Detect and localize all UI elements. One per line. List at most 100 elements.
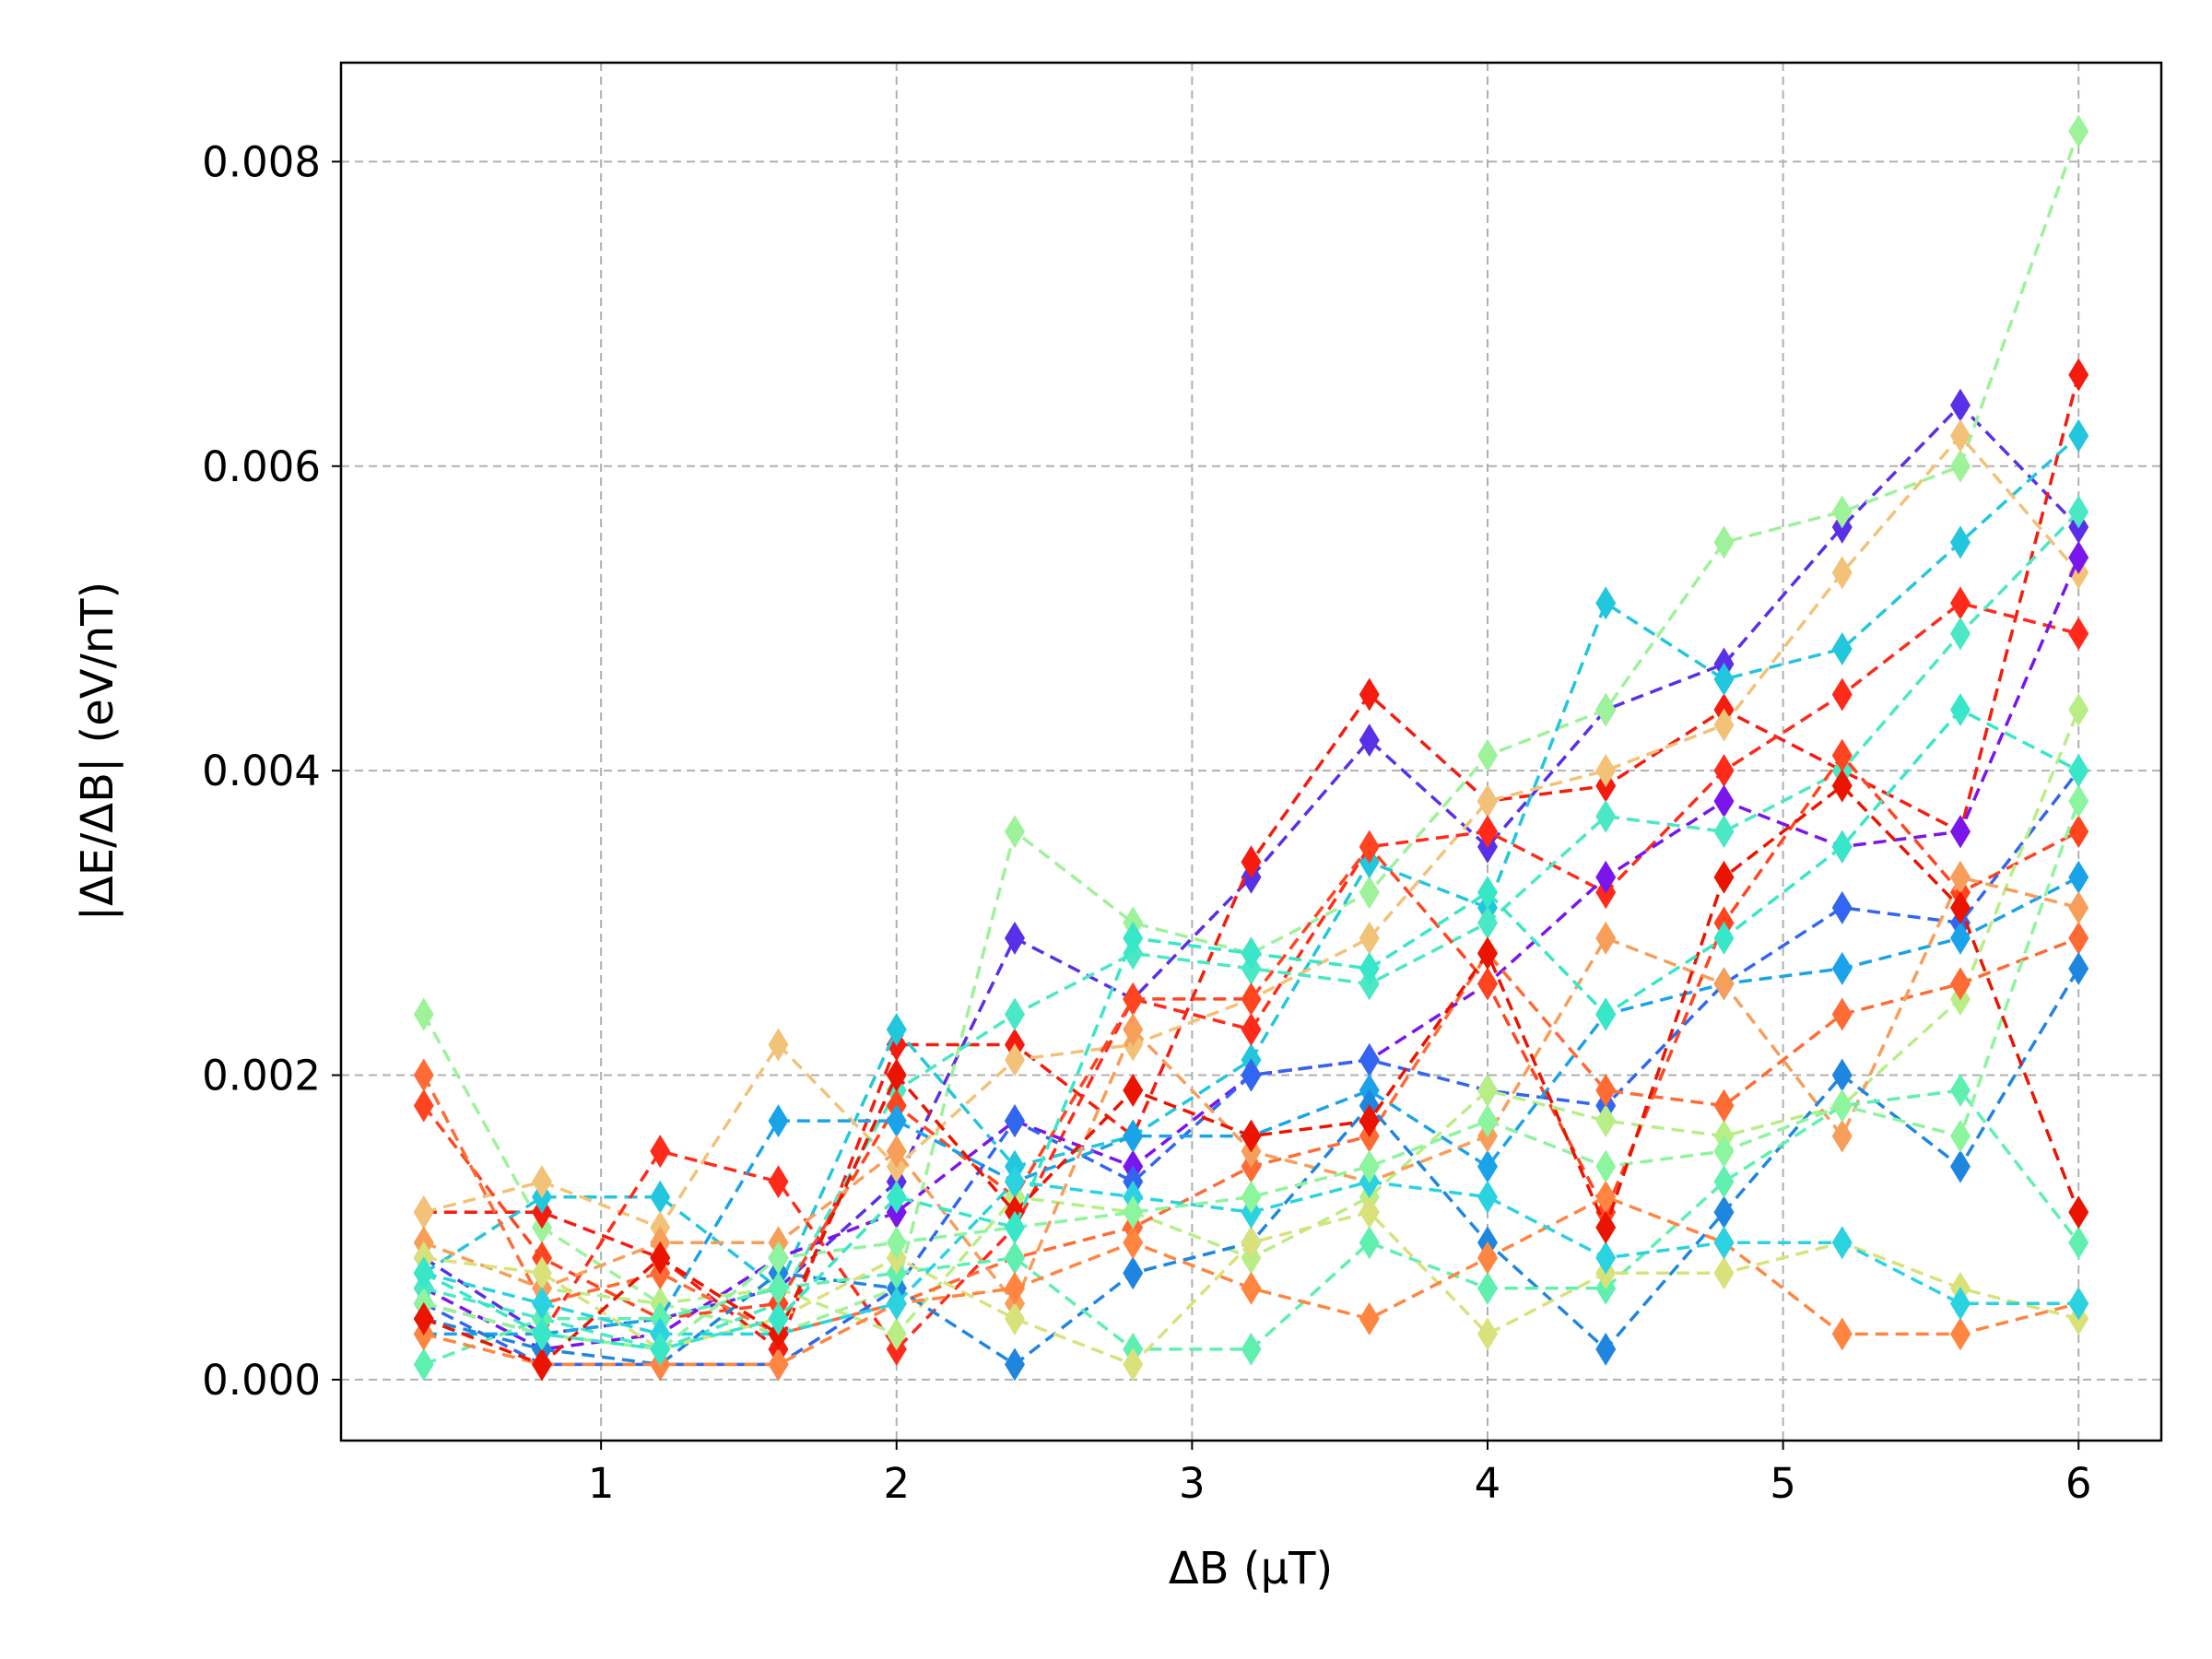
data-point <box>768 1271 789 1305</box>
data-point <box>1359 1043 1380 1077</box>
data-point <box>1359 1195 1380 1230</box>
data-point <box>1713 1195 1735 1230</box>
data-point <box>1241 1119 1262 1153</box>
data-point <box>1477 1271 1498 1305</box>
series-line <box>422 770 2080 1367</box>
data-point <box>1949 890 1971 924</box>
data-point <box>1949 525 1971 559</box>
data-point <box>886 1104 907 1138</box>
data-point <box>532 1317 553 1351</box>
data-point <box>650 1332 671 1366</box>
data-point <box>1831 556 1853 590</box>
data-point <box>1713 525 1735 559</box>
data-point <box>1477 1180 1498 1214</box>
x-axis-label: ΔB (μT) <box>1169 1543 1333 1594</box>
y-tick-label: 0.004 <box>202 747 321 795</box>
series-line <box>423 601 2079 1352</box>
data-point <box>1595 586 1617 620</box>
data-point <box>413 1301 434 1335</box>
data-point <box>1595 693 1617 727</box>
data-point <box>1949 449 1971 483</box>
data-point <box>768 1104 789 1138</box>
data-point <box>1005 1347 1026 1382</box>
data-point <box>1477 876 1498 910</box>
data-point <box>413 1088 434 1123</box>
data-point <box>1005 1271 1026 1305</box>
data-point <box>1477 1241 1498 1275</box>
y-tick-label: 0.000 <box>202 1356 321 1405</box>
data-point <box>413 1256 434 1290</box>
data-point <box>413 1058 434 1092</box>
data-point <box>532 1256 553 1290</box>
data-point <box>1831 495 1853 529</box>
data-point <box>650 1135 671 1169</box>
data-point <box>1241 1180 1262 1214</box>
data-point <box>1831 830 1853 864</box>
data-point <box>532 1347 553 1382</box>
data-point <box>2068 951 2089 985</box>
data-point <box>1359 921 1380 955</box>
data-point <box>413 1347 434 1382</box>
data-point <box>1359 724 1380 758</box>
y-tick-label: 0.008 <box>202 137 321 186</box>
data-point <box>1477 1074 1498 1108</box>
data-point <box>1949 1074 1971 1108</box>
data-point <box>2068 815 2089 849</box>
data-point <box>1831 1226 1853 1260</box>
data-point <box>1713 815 1735 849</box>
data-point <box>1713 708 1735 742</box>
data-point <box>1005 921 1026 955</box>
data-point <box>1831 951 1853 985</box>
data-point <box>768 1165 789 1199</box>
x-tick-label: 5 <box>1770 1459 1796 1508</box>
data-point <box>1713 1088 1735 1123</box>
data-point <box>886 1135 907 1169</box>
data-point <box>1477 1104 1498 1138</box>
data-point <box>1713 967 1735 1001</box>
data-point <box>1477 906 1498 940</box>
data-point <box>886 1287 907 1321</box>
data-point <box>1713 663 1735 697</box>
data-point <box>1595 799 1617 833</box>
data-point <box>1241 982 1262 1016</box>
y-tick-label: 0.006 <box>202 442 321 491</box>
data-point <box>1831 738 1853 772</box>
data-point <box>1595 1104 1617 1138</box>
data-point <box>1005 1241 1026 1275</box>
data-point <box>2068 890 2089 924</box>
data-point <box>2068 693 2089 727</box>
data-point <box>886 1058 907 1092</box>
data-point <box>1123 1074 1144 1108</box>
data-point <box>886 1180 907 1214</box>
data-point <box>2068 860 2089 894</box>
data-point <box>768 1347 789 1382</box>
data-point <box>1359 1301 1380 1335</box>
data-point <box>768 1241 789 1275</box>
data-point <box>1123 1226 1144 1260</box>
data-point <box>532 1287 553 1321</box>
data-point <box>1241 845 1262 879</box>
data-point <box>1949 418 1971 453</box>
data-point <box>1713 860 1735 894</box>
data-point <box>1949 693 1971 727</box>
data-point <box>650 1241 671 1275</box>
data-point <box>532 1165 553 1199</box>
data-point <box>1831 1119 1853 1153</box>
data-point <box>1949 1287 1971 1321</box>
data-point <box>2068 754 2089 788</box>
data-point <box>1595 997 1617 1031</box>
data-point <box>1005 815 1026 849</box>
data-point <box>1359 1104 1380 1138</box>
x-tick-label: 4 <box>1475 1459 1501 1508</box>
data-point <box>2068 1226 2089 1260</box>
data-point <box>1595 1210 1617 1244</box>
data-point <box>1713 1256 1735 1290</box>
data-point <box>1477 1317 1498 1351</box>
data-point <box>1241 1332 1262 1366</box>
axis-ticks: 1 2 3 4 5 6 0.000 0.002 0.004 0.006 0.008 <box>202 137 2091 1508</box>
data-point <box>1831 769 1853 803</box>
data-point <box>1123 1012 1144 1046</box>
data-point <box>1477 784 1498 818</box>
data-point <box>1005 997 1026 1031</box>
data-point <box>1123 1119 1144 1153</box>
